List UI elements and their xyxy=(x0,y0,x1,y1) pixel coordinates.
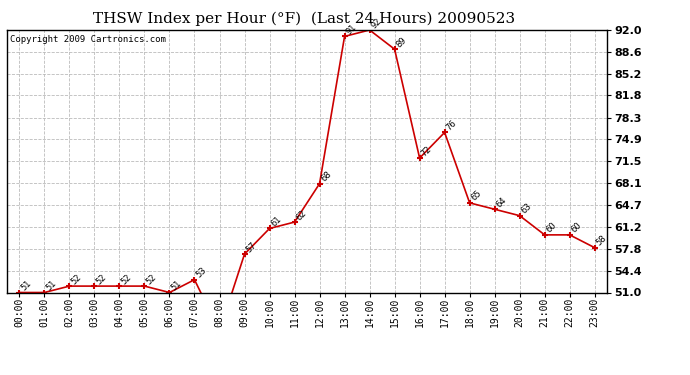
Text: 72: 72 xyxy=(420,144,433,158)
Text: 51: 51 xyxy=(170,279,184,292)
Text: 53: 53 xyxy=(195,266,208,280)
Text: 51: 51 xyxy=(44,279,58,292)
Text: 76: 76 xyxy=(444,118,459,132)
Text: 57: 57 xyxy=(244,240,258,254)
Text: 91: 91 xyxy=(344,22,358,36)
Text: 52: 52 xyxy=(119,272,133,286)
Text: 61: 61 xyxy=(270,214,284,228)
Text: 65: 65 xyxy=(470,189,484,203)
Text: 58: 58 xyxy=(595,234,609,248)
Text: 68: 68 xyxy=(319,170,333,184)
Text: 52: 52 xyxy=(70,272,83,286)
Text: 60: 60 xyxy=(544,221,558,235)
Text: THSW Index per Hour (°F)  (Last 24 Hours) 20090523: THSW Index per Hour (°F) (Last 24 Hours)… xyxy=(92,11,515,26)
Text: 60: 60 xyxy=(570,221,584,235)
Text: 52: 52 xyxy=(95,272,108,286)
Text: 52: 52 xyxy=(144,272,158,286)
Text: 45: 45 xyxy=(0,374,1,375)
Text: 62: 62 xyxy=(295,208,308,222)
Text: 51: 51 xyxy=(19,279,33,292)
Text: 89: 89 xyxy=(395,35,408,49)
Text: 92: 92 xyxy=(370,16,384,30)
Text: 63: 63 xyxy=(520,202,533,216)
Text: 64: 64 xyxy=(495,195,509,209)
Text: Copyright 2009 Cartronics.com: Copyright 2009 Cartronics.com xyxy=(10,35,166,44)
